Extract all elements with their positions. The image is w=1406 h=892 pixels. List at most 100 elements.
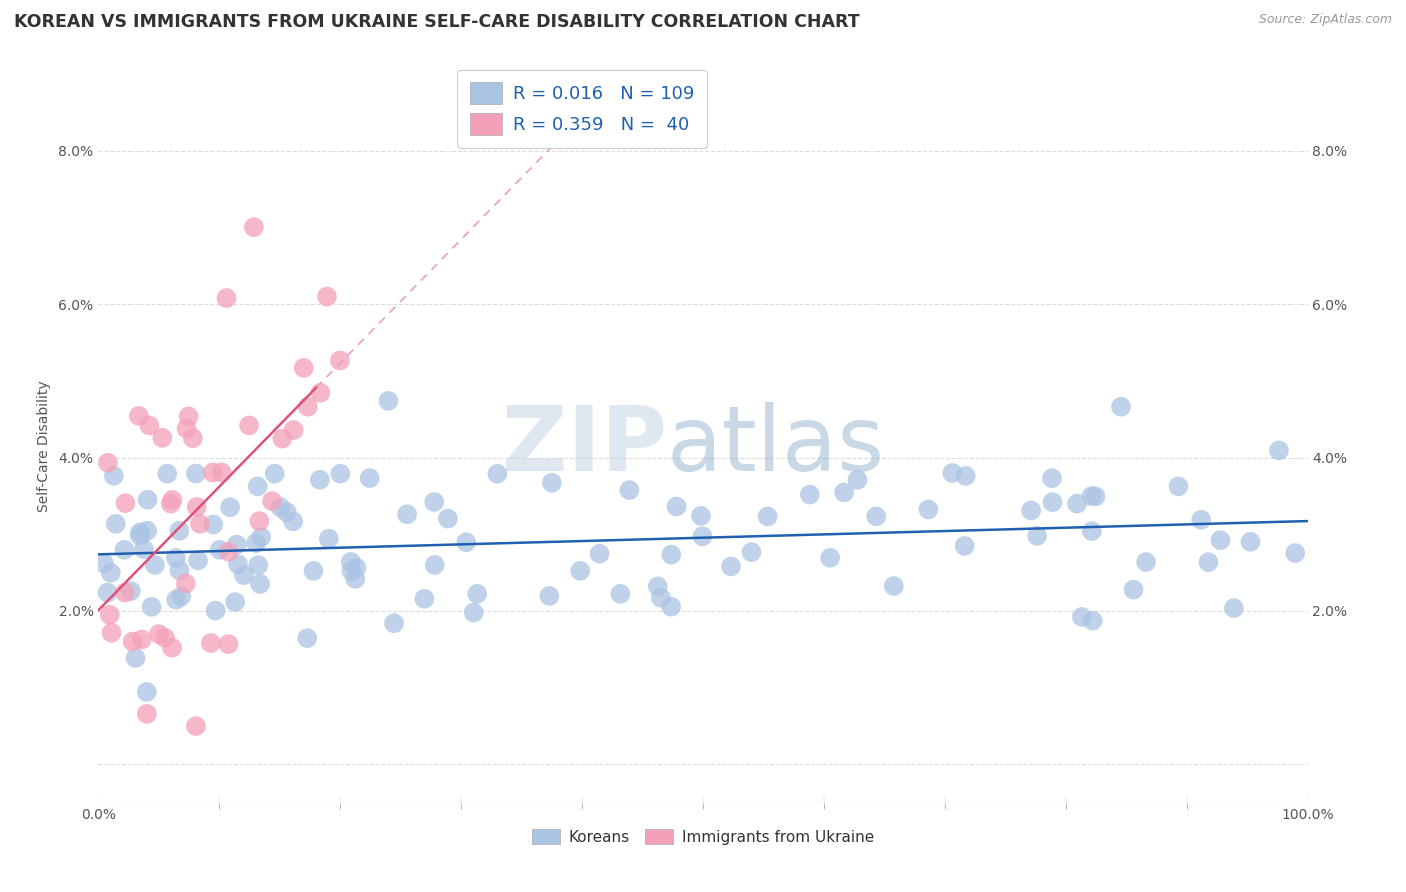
Point (112, 542, 135, 557)
Point (883, 579, 905, 593)
Point (846, 473, 869, 487)
Point (138, 418, 160, 433)
Point (219, 500, 242, 515)
Point (226, 558, 249, 572)
Point (588, 547, 610, 561)
Point (276, 505, 298, 519)
Point (659, 548, 682, 562)
Point (1066, 497, 1088, 511)
Point (463, 606, 485, 620)
Point (174, 576, 197, 591)
Point (169, 524, 191, 538)
Point (177, 409, 200, 424)
Point (619, 483, 641, 497)
Point (153, 631, 176, 645)
Point (97, 456, 120, 470)
Legend: Koreans, Immigrants from Ukraine: Koreans, Immigrants from Ukraine (524, 821, 882, 852)
Point (200, 636, 222, 650)
Point (456, 535, 478, 549)
Point (131, 632, 153, 647)
Text: KOREAN VS IMMIGRANTS FROM UKRAINE SELF-CARE DISABILITY CORRELATION CHART: KOREAN VS IMMIGRANTS FROM UKRAINE SELF-C… (14, 13, 859, 31)
Point (98, 607, 121, 622)
Point (243, 220, 266, 235)
Point (269, 500, 291, 515)
Point (217, 637, 239, 651)
Point (1167, 479, 1189, 493)
Point (465, 587, 488, 601)
Point (201, 466, 224, 480)
Point (246, 479, 269, 493)
Point (100, 566, 122, 580)
Point (188, 516, 211, 531)
Point (329, 467, 352, 481)
Point (202, 517, 225, 532)
Point (756, 509, 779, 524)
Point (184, 719, 207, 733)
Point (232, 568, 254, 582)
Point (340, 564, 363, 578)
Point (204, 604, 226, 618)
Point (437, 511, 460, 525)
Point (176, 421, 198, 435)
Point (124, 651, 146, 665)
Point (148, 627, 170, 641)
Point (156, 467, 179, 481)
Point (245, 536, 267, 550)
Point (953, 539, 976, 553)
Point (1081, 614, 1104, 628)
Point (132, 542, 155, 557)
Point (720, 559, 742, 574)
Point (1122, 582, 1144, 597)
Point (308, 473, 330, 487)
Point (141, 599, 163, 614)
Point (100, 625, 122, 640)
Point (165, 592, 187, 607)
Point (215, 291, 238, 305)
Point (128, 409, 150, 423)
Point (377, 393, 399, 408)
Point (1071, 610, 1094, 624)
Point (1084, 489, 1107, 503)
Point (129, 525, 152, 540)
Point (609, 587, 631, 601)
Point (540, 475, 562, 490)
Point (97, 585, 120, 599)
Point (917, 502, 939, 516)
Point (104, 516, 127, 531)
Point (316, 289, 339, 303)
Point (396, 508, 419, 522)
Point (359, 471, 381, 485)
Point (297, 400, 319, 414)
Point (1080, 489, 1102, 503)
Point (225, 538, 247, 552)
Point (690, 508, 713, 523)
Point (136, 524, 159, 538)
Point (413, 591, 436, 606)
Point (1042, 495, 1064, 509)
Point (297, 631, 319, 645)
Y-axis label: Self-Care Disability: Self-Care Disability (38, 380, 52, 512)
Point (283, 423, 305, 437)
Point (799, 487, 821, 501)
Point (114, 585, 136, 599)
Point (165, 551, 187, 566)
Point (93, 557, 115, 571)
Point (340, 555, 363, 569)
Point (650, 591, 672, 605)
Point (181, 431, 204, 445)
Point (250, 530, 273, 544)
Point (238, 418, 260, 433)
Point (818, 550, 841, 565)
Point (271, 432, 294, 446)
Point (832, 485, 855, 500)
Point (423, 495, 446, 509)
Point (218, 544, 240, 558)
Text: atlas: atlas (666, 402, 884, 490)
Point (150, 431, 173, 445)
Point (162, 492, 184, 507)
Point (129, 528, 152, 542)
Point (1197, 555, 1219, 569)
Point (160, 640, 183, 655)
Point (865, 509, 887, 524)
Point (169, 563, 191, 577)
